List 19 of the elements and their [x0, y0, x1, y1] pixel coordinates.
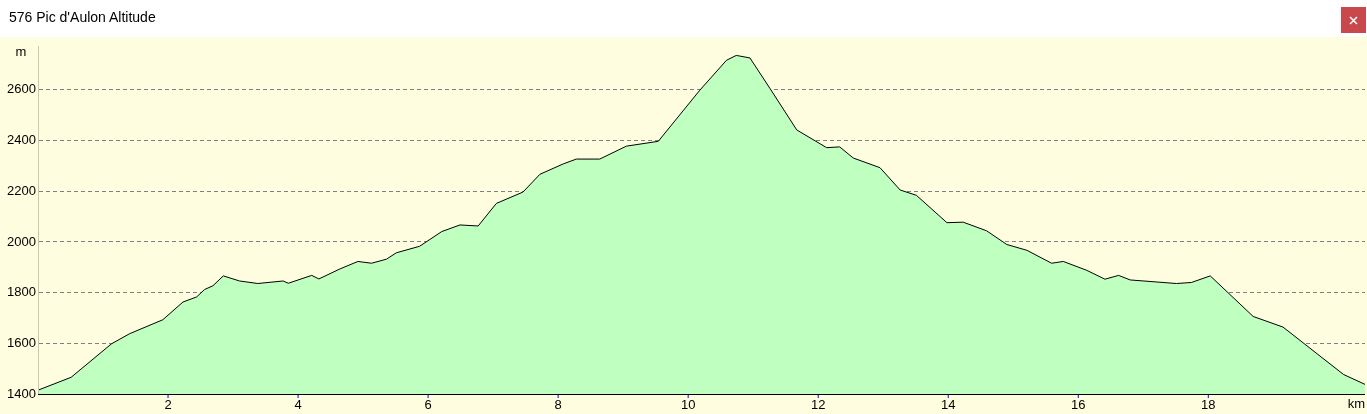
- y-tick-label: 2400: [7, 132, 36, 148]
- x-tick-label: 8: [554, 397, 562, 413]
- x-tick-label: 12: [810, 397, 826, 413]
- x-tick-label: 6: [424, 397, 432, 413]
- y-tick-label: 2600: [7, 81, 36, 97]
- y-tick-label: 2200: [7, 182, 36, 198]
- x-tick-label: 18: [1201, 397, 1216, 413]
- x-tick-label: 16: [1071, 397, 1086, 413]
- y-tick-label: 1400: [7, 385, 36, 401]
- chart-title: 576 Pic d'Aulon Altitude: [9, 9, 156, 25]
- y-tick-label: 2000: [7, 233, 36, 249]
- y-tick-label: 1800: [7, 284, 36, 300]
- x-axis-title: km: [1347, 396, 1365, 412]
- x-tick-label: 14: [941, 397, 956, 413]
- y-axis-title: m: [15, 43, 27, 59]
- x-tick-label: 2: [164, 397, 172, 413]
- y-tick-label: 1600: [7, 334, 36, 350]
- x-tick-label: 4: [294, 397, 302, 413]
- x-tick-label: 10: [680, 397, 696, 413]
